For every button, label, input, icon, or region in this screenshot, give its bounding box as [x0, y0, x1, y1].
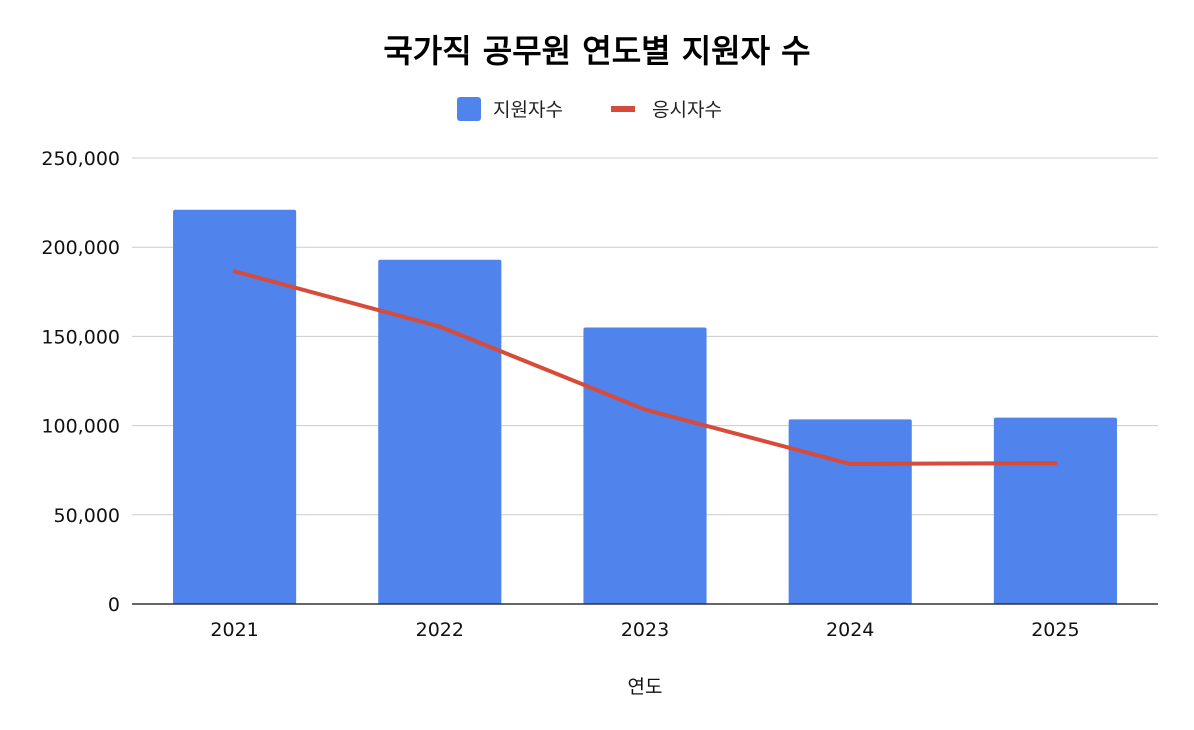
x-tick-label: 2023	[621, 619, 669, 641]
line-point	[234, 270, 236, 272]
legend-swatch-bar	[457, 97, 481, 121]
y-tick-label: 0	[108, 594, 120, 616]
y-axis-tick-labels: 0 50,000 100,000 150,000 200,000 250,000	[41, 148, 120, 616]
line-point	[1054, 462, 1056, 464]
legend: 지원자수 응시자수	[457, 97, 722, 121]
x-axis-tick-labels: 2021 2022 2023 2024 2025	[210, 619, 1079, 641]
x-tick-label: 2025	[1031, 619, 1079, 641]
legend-label-bar: 지원자수	[493, 99, 563, 121]
x-tick-label: 2021	[210, 619, 258, 641]
y-tick-label: 250,000	[41, 148, 120, 170]
legend-label-line: 응시자수	[652, 99, 722, 121]
chart-title: 국가직 공무원 연도별 지원자 수	[383, 32, 810, 70]
y-tick-label: 200,000	[41, 237, 120, 259]
x-tick-label: 2024	[826, 619, 874, 641]
legend-swatch-line	[611, 106, 635, 112]
bar	[583, 327, 707, 604]
line-series	[232, 269, 1058, 466]
line-point	[644, 409, 646, 411]
bar	[788, 419, 912, 604]
bar	[173, 209, 297, 604]
x-tick-label: 2022	[416, 619, 464, 641]
line-point	[439, 326, 441, 328]
y-tick-label: 50,000	[54, 505, 120, 527]
y-tick-label: 150,000	[41, 326, 120, 348]
bar	[378, 259, 502, 604]
line-point	[849, 463, 851, 465]
y-tick-label: 100,000	[41, 416, 120, 438]
bar-series	[173, 209, 1117, 604]
x-axis-title: 연도	[628, 676, 663, 698]
bar	[993, 417, 1117, 604]
